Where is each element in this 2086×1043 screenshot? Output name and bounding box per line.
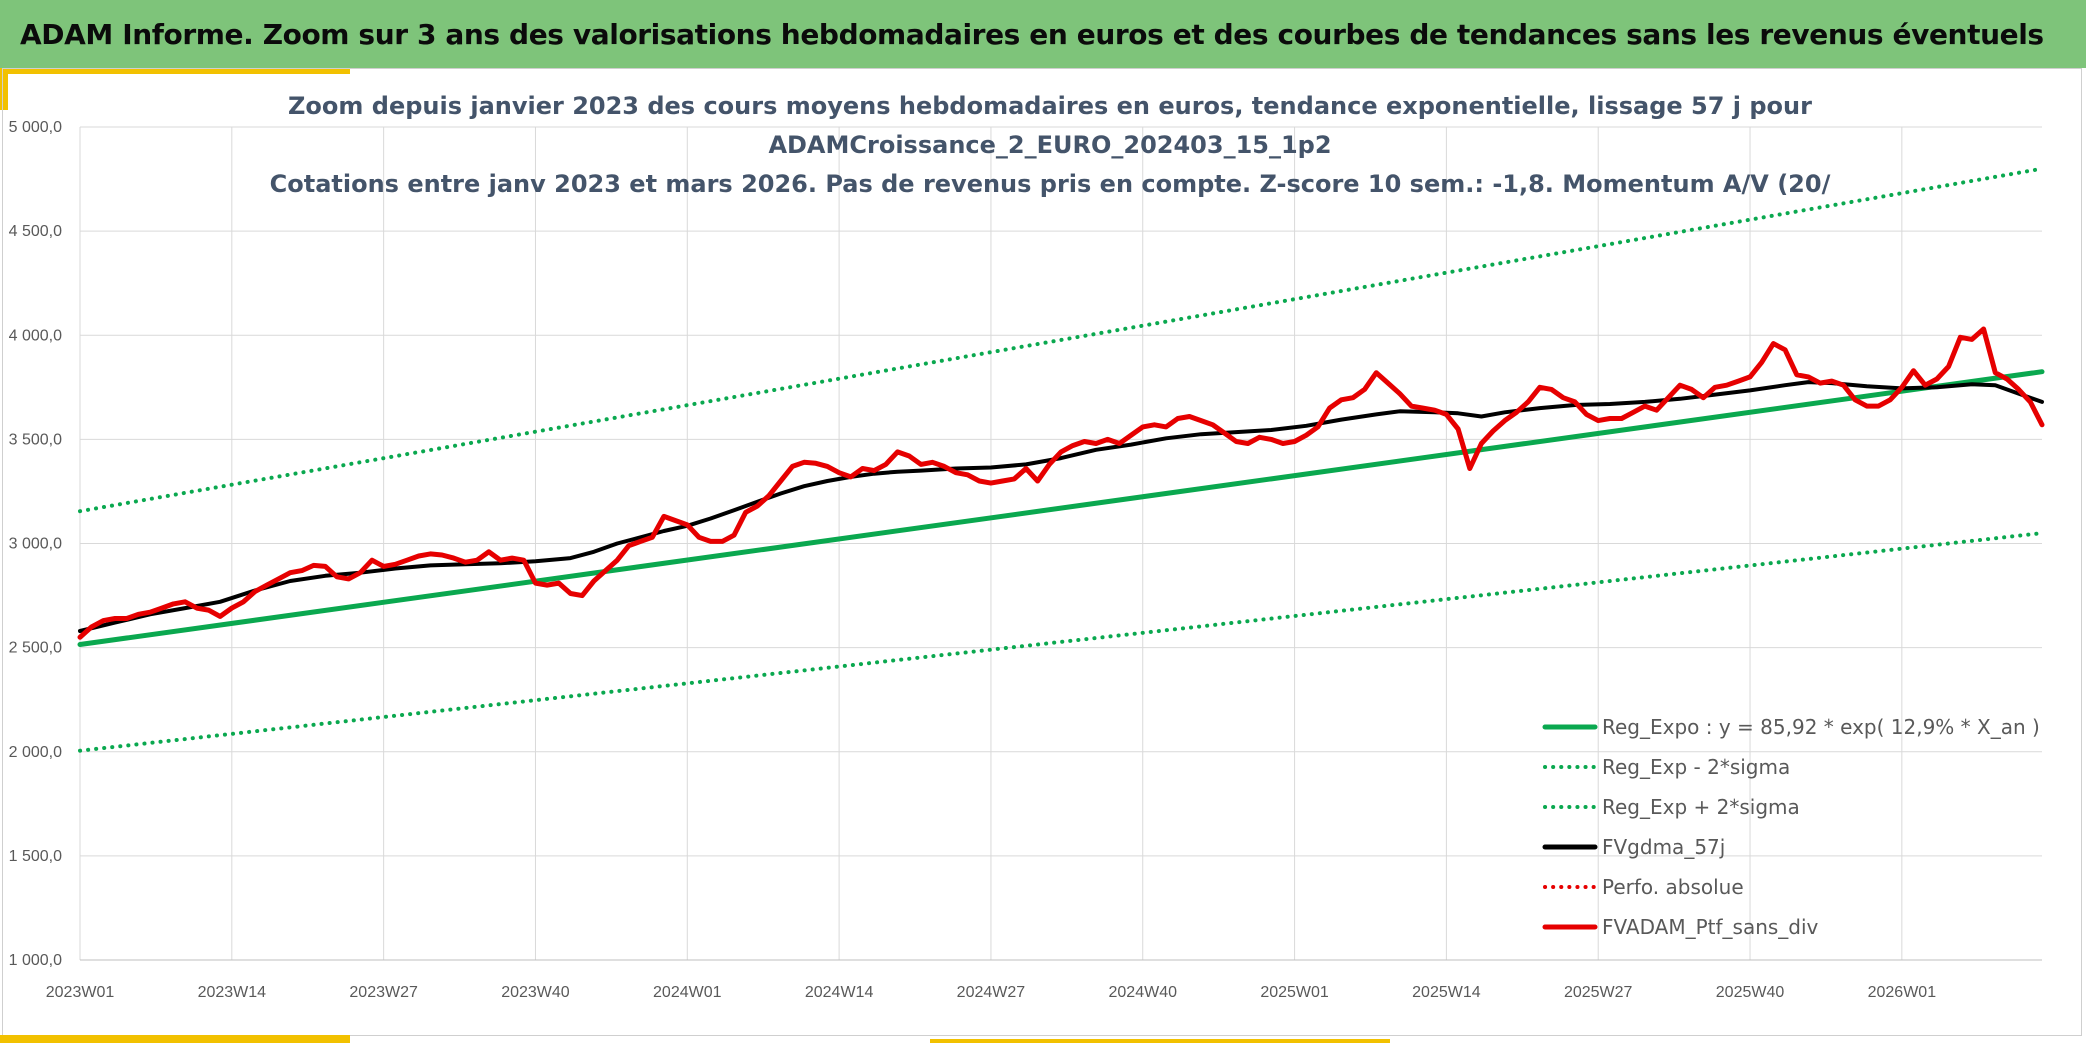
legend-label: FVgdma_57j <box>1602 835 1725 859</box>
y-tick-label: 5 000,0 <box>9 119 62 136</box>
y-tick-label: 4 500,0 <box>9 223 62 240</box>
x-tick-label: 2023W27 <box>349 984 418 1001</box>
legend-label: Reg_Exp - 2*sigma <box>1602 755 1790 779</box>
x-tick-label: 2024W27 <box>957 984 1026 1001</box>
page-title: ADAM Informe. Zoom sur 3 ans des valoris… <box>20 17 2044 51</box>
x-tick-label: 2024W01 <box>653 984 722 1001</box>
accent-bar-top <box>0 68 350 74</box>
chart-title-line-2: ADAMCroissance_2_EURO_202403_15_1p2 <box>768 131 1331 159</box>
x-tick-label: 2024W40 <box>1109 984 1178 1001</box>
legend-label: Perfo. absolue <box>1602 875 1744 899</box>
y-tick-label: 1 000,0 <box>9 952 62 969</box>
legend-label: Reg_Expo : y = 85,92 * exp( 12,9% * X_an… <box>1602 715 2040 739</box>
y-axis: 1 000,0 1 500,0 2 000,0 2 500,0 3 000,0 3 500… <box>9 119 62 969</box>
accent-bar-bottom <box>0 1035 350 1043</box>
header-bar: ADAM Informe. Zoom sur 3 ans des valoris… <box>0 0 2086 68</box>
chart-title-line-1: Zoom depuis janvier 2023 des cours moyen… <box>288 92 1812 120</box>
y-tick-label: 1 500,0 <box>9 848 62 865</box>
legend-label: FVADAM_Ptf_sans_div <box>1602 915 1819 939</box>
x-tick-label: 2025W14 <box>1412 984 1481 1001</box>
x-tick-label: 2025W01 <box>1260 984 1329 1001</box>
series-line-2 <box>78 166 2044 514</box>
x-tick-label: 2024W14 <box>805 984 874 1001</box>
y-tick-label: 3 500,0 <box>9 431 62 448</box>
series-line-1 <box>78 531 2044 753</box>
grid-lines <box>79 126 2042 961</box>
x-tick-label: 2026W01 <box>1868 984 1937 1001</box>
accent-bar-bottom-2 <box>930 1039 1390 1043</box>
chart-title: Zoom depuis janvier 2023 des cours moyen… <box>270 92 1831 198</box>
y-tick-label: 2 000,0 <box>9 744 62 761</box>
legend: Reg_Expo : y = 85,92 * exp( 12,9% * X_an… <box>1542 715 2040 939</box>
x-axis: 2023W01 2023W14 2023W27 2023W40 2024W01 2024W… <box>46 959 2042 1001</box>
legend-label: Reg_Exp + 2*sigma <box>1602 795 1800 819</box>
x-tick-label: 2023W14 <box>198 984 267 1001</box>
y-tick-label: 4 000,0 <box>9 327 62 344</box>
chart-title-line-3: Cotations entre janv 2023 et mars 2026. … <box>270 170 1831 198</box>
x-tick-label: 2023W40 <box>501 984 570 1001</box>
series-line-5 <box>77 326 2045 640</box>
y-tick-label: 2 500,0 <box>9 640 62 657</box>
series-lines <box>77 166 2045 753</box>
series-line-0 <box>77 369 2045 647</box>
x-tick-label: 2025W40 <box>1716 984 1785 1001</box>
series-line-3 <box>78 380 2044 633</box>
y-tick-label: 3 000,0 <box>9 536 62 553</box>
x-tick-label: 2025W27 <box>1564 984 1633 1001</box>
x-tick-label: 2023W01 <box>46 984 115 1001</box>
accent-bar-left <box>0 68 8 110</box>
